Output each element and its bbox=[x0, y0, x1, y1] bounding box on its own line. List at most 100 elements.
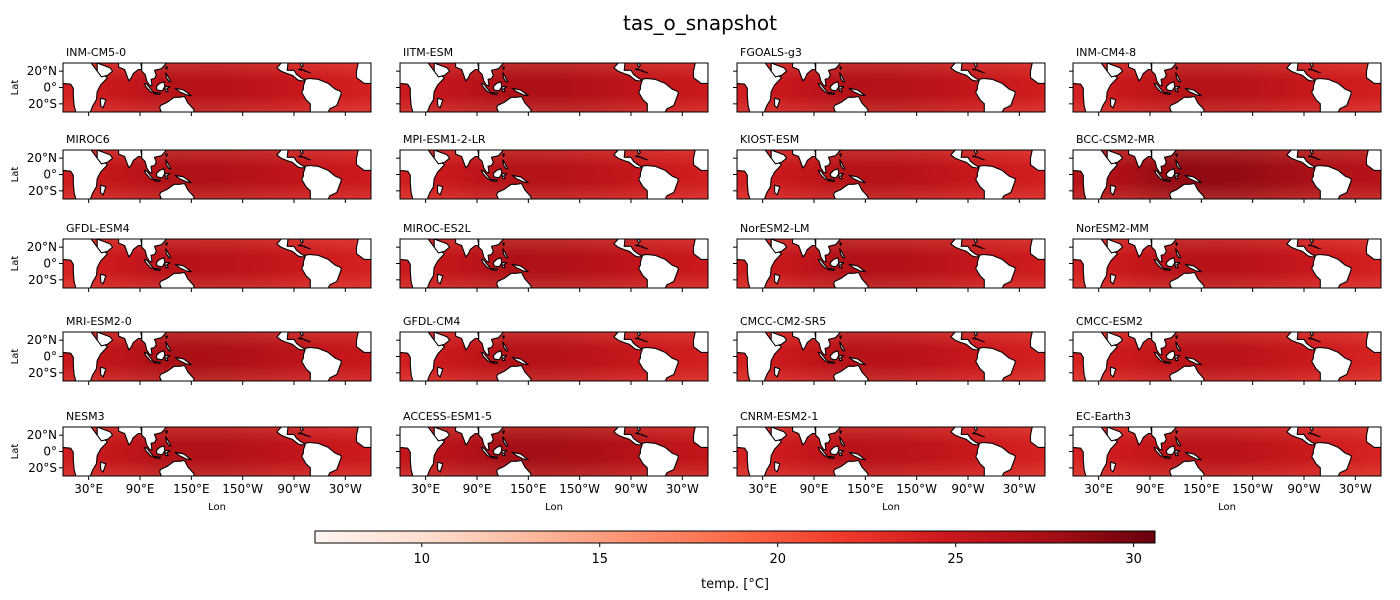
coastline bbox=[848, 174, 866, 184]
coastline bbox=[634, 68, 648, 74]
coastline bbox=[1309, 427, 1314, 432]
coastline bbox=[1184, 356, 1202, 366]
x-tick-label: 30°W bbox=[329, 482, 362, 496]
coastline bbox=[165, 159, 172, 170]
coastline bbox=[496, 459, 532, 476]
coastline bbox=[1175, 341, 1182, 352]
panel-iitm-esm: IITM-ESM bbox=[396, 46, 709, 116]
coastline bbox=[839, 159, 846, 170]
coastline bbox=[973, 427, 978, 432]
coastline bbox=[1365, 150, 1381, 171]
colorbar-gradient bbox=[314, 530, 1156, 544]
coastline bbox=[1309, 63, 1314, 68]
coastline bbox=[174, 451, 192, 461]
coastline bbox=[490, 360, 499, 364]
coastline bbox=[636, 63, 641, 68]
coastline bbox=[1163, 360, 1172, 364]
coastline bbox=[848, 263, 866, 273]
coastline bbox=[839, 436, 846, 447]
coastline bbox=[1106, 63, 1124, 78]
coastline bbox=[636, 332, 641, 337]
y-axis-label: Lat bbox=[10, 80, 21, 96]
coastline bbox=[164, 450, 171, 457]
coastline bbox=[159, 271, 195, 288]
coastline bbox=[950, 427, 980, 446]
coastline bbox=[478, 150, 505, 174]
coastline bbox=[1309, 150, 1314, 155]
coastline bbox=[355, 427, 371, 448]
coastline bbox=[299, 332, 304, 337]
panel-title: NorESM2-MM bbox=[1076, 222, 1149, 235]
coastline bbox=[437, 97, 444, 109]
coastline bbox=[1175, 248, 1182, 259]
coastline bbox=[480, 169, 491, 180]
coastline bbox=[975, 253, 1016, 288]
coastline bbox=[1029, 332, 1045, 353]
coastline bbox=[950, 63, 980, 82]
coastline bbox=[164, 355, 171, 362]
coastline bbox=[478, 332, 505, 356]
coastline bbox=[143, 258, 154, 269]
coastline bbox=[1153, 446, 1164, 457]
coastline bbox=[971, 432, 985, 438]
panel-grid: INM-CM5-0 20°N 0° 20°S Lat IITM-ESM FGOALS-g3 I… bbox=[10, 46, 1382, 513]
x-tick-label: 90°W bbox=[951, 482, 984, 496]
panel-cmcc-cm2-sr5: CMCC-CM2-SR5 bbox=[733, 315, 1046, 385]
coastline bbox=[1365, 63, 1381, 84]
coastline bbox=[971, 337, 985, 343]
x-tick-label: 90°W bbox=[277, 482, 310, 496]
coastline bbox=[792, 63, 817, 82]
coastline bbox=[1307, 432, 1321, 438]
coastline bbox=[164, 86, 171, 93]
coastline bbox=[1174, 173, 1181, 180]
coastline bbox=[774, 366, 781, 378]
coastline bbox=[833, 364, 869, 381]
coastline bbox=[118, 239, 143, 258]
y-axis-label: Lat bbox=[10, 167, 21, 183]
coastline bbox=[159, 459, 195, 476]
coastline bbox=[153, 360, 162, 364]
coastline bbox=[1128, 427, 1153, 446]
coastline bbox=[774, 97, 781, 109]
coastline bbox=[1175, 159, 1182, 170]
y-tick-label: 0° bbox=[43, 445, 57, 459]
coastline bbox=[502, 436, 509, 447]
coastline bbox=[1163, 267, 1172, 271]
panel-gfdl-esm4: GFDL-ESM4 20°N 0° 20°S Lat bbox=[10, 222, 372, 292]
coastline bbox=[433, 63, 451, 78]
coastline bbox=[1169, 459, 1205, 476]
panel-inm-cm4-8: INM-CM4-8 bbox=[1069, 46, 1382, 116]
coastline bbox=[490, 455, 499, 459]
coastline bbox=[1307, 337, 1321, 343]
coastline bbox=[480, 258, 491, 269]
coastline bbox=[301, 441, 342, 476]
coastline bbox=[297, 432, 311, 438]
panel-title: CMCC-ESM2 bbox=[1076, 315, 1143, 328]
coastline bbox=[276, 239, 306, 258]
coastline bbox=[1365, 332, 1381, 353]
panel-title: NorESM2-LM bbox=[740, 222, 810, 235]
panel-title: KIOST-ESM bbox=[740, 133, 799, 146]
coastline bbox=[297, 155, 311, 161]
coastline bbox=[827, 267, 836, 271]
coastline bbox=[433, 239, 451, 254]
coastline bbox=[1286, 332, 1316, 351]
x-tick-label: 150°W bbox=[896, 482, 937, 496]
coastline bbox=[1153, 351, 1164, 362]
coastline bbox=[1151, 150, 1178, 174]
panel-kiost-esm: KIOST-ESM bbox=[733, 133, 1046, 203]
coastline bbox=[848, 451, 866, 461]
coastline bbox=[1029, 427, 1045, 448]
panel-mpi-esm1-2-lr: MPI-ESM1-2-LR bbox=[396, 133, 709, 203]
coastline bbox=[1169, 364, 1205, 381]
coastline bbox=[159, 182, 195, 199]
coastline bbox=[638, 346, 679, 381]
panel-mri-esm2-0: MRI-ESM2-0 20°N 0° 20°S Lat bbox=[10, 315, 372, 385]
coastline bbox=[1311, 253, 1352, 288]
y-tick-label: 0° bbox=[43, 81, 57, 95]
coastline bbox=[774, 461, 781, 473]
coastline bbox=[437, 366, 444, 378]
y-tick-label: 0° bbox=[43, 257, 57, 271]
coastline bbox=[478, 63, 505, 87]
